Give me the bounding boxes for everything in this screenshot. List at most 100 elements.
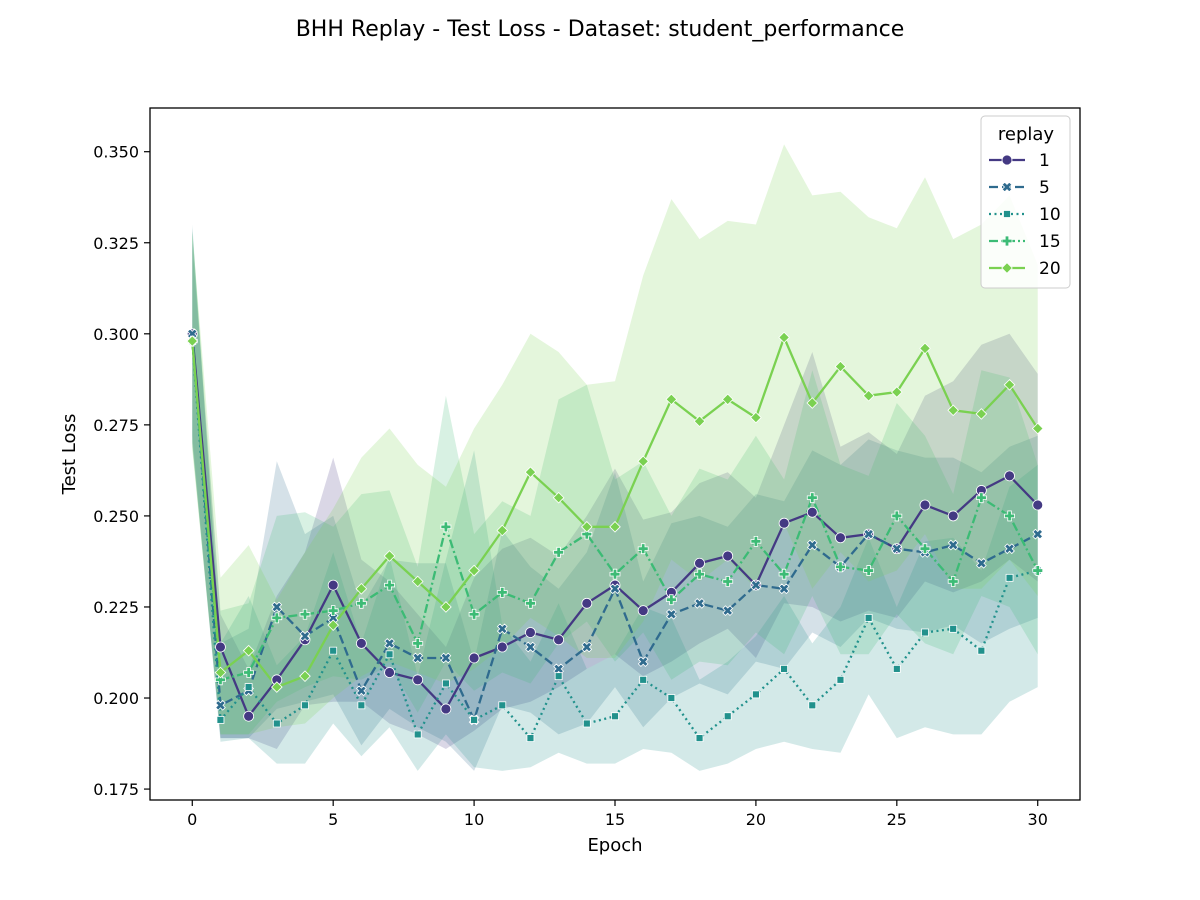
point-series-20: [862, 389, 875, 402]
point-series-15: [806, 492, 818, 504]
point-series-20: [271, 681, 283, 693]
point-series-20: [581, 521, 593, 533]
point-series-1: [835, 532, 846, 544]
point-series-5: [271, 601, 283, 613]
point-series-5: [665, 608, 677, 620]
point-series-15: [553, 546, 565, 558]
point-series-10: [554, 672, 563, 681]
point-series-10: [413, 730, 422, 739]
point-series-15: [919, 543, 931, 555]
point-series-20: [327, 619, 339, 631]
point-series-5: [891, 543, 903, 555]
point-series-10: [949, 624, 958, 633]
x-tick-label: 25: [887, 810, 907, 829]
point-series-15: [891, 510, 903, 522]
legend-marker: [1001, 262, 1013, 274]
point-series-5: [1032, 528, 1044, 540]
legend-item-20: 20: [989, 259, 1061, 279]
y-tick-label: 0.325: [93, 234, 139, 253]
point-series-15: [384, 579, 395, 591]
point-series-20: [383, 550, 396, 562]
legend-item-5: 5: [989, 178, 1050, 198]
point-series-1: [327, 579, 339, 591]
point-series-5: [863, 528, 875, 540]
point-series-1: [1032, 499, 1044, 511]
point-series-1: [355, 637, 367, 649]
x-tick-label: 15: [605, 810, 625, 829]
band-series-15: [192, 231, 1038, 735]
point-series-10: [385, 650, 394, 659]
point-series-5: [609, 583, 621, 595]
markers-series-20: [186, 331, 1044, 693]
point-series-15: [468, 608, 480, 620]
point-series-5: [806, 539, 818, 551]
point-series-5: [778, 583, 790, 595]
band-series-1: [192, 242, 1038, 750]
legend-label: 1: [1039, 151, 1050, 171]
point-series-15: [637, 543, 649, 555]
legend-label: 10: [1039, 205, 1061, 225]
point-series-15: [1032, 565, 1044, 576]
legend-marker: [1001, 235, 1013, 247]
point-series-15: [355, 597, 367, 609]
point-series-1: [778, 517, 790, 529]
y-tick-label: 0.300: [93, 325, 139, 344]
point-series-20: [214, 666, 227, 679]
point-series-1: [947, 510, 959, 522]
point-series-1: [412, 674, 424, 686]
legend-marker: [1001, 154, 1013, 166]
point-series-20: [665, 393, 678, 406]
point-series-15: [1004, 510, 1015, 522]
point-series-5: [722, 605, 734, 616]
point-series-10: [244, 683, 253, 691]
point-series-20: [947, 404, 959, 417]
point-series-15: [440, 521, 452, 533]
point-series-5: [215, 699, 226, 711]
point-series-15: [947, 576, 959, 587]
point-series-20: [524, 466, 537, 479]
point-series-15: [243, 667, 255, 678]
point-series-20: [1031, 422, 1044, 435]
point-series-20: [186, 335, 199, 347]
point-series-20: [891, 386, 903, 398]
point-series-10: [526, 734, 535, 742]
point-series-15: [496, 587, 508, 598]
point-series-5: [1004, 543, 1015, 555]
point-series-20: [637, 455, 649, 468]
point-series-1: [581, 597, 593, 609]
band-series-10: [192, 224, 1038, 771]
point-series-5: [947, 539, 959, 551]
band-series-20: [192, 144, 1038, 735]
point-series-10: [836, 675, 845, 684]
y-axis-label: Test Loss: [59, 414, 80, 496]
band-series-5: [192, 228, 1038, 771]
point-series-10: [892, 664, 901, 673]
y-tick-label: 0.225: [93, 598, 139, 617]
point-series-20: [440, 601, 452, 613]
point-series-5: [440, 652, 452, 664]
point-series-5: [637, 656, 649, 667]
point-series-15: [750, 536, 762, 547]
point-series-10: [667, 694, 676, 702]
point-series-5: [975, 557, 987, 569]
point-series-1: [215, 641, 226, 653]
y-axis: 0.175 0.200 0.225 0.250 0.275 0.300 0.325 0.350: [93, 143, 150, 799]
point-series-20: [750, 411, 762, 424]
point-series-20: [299, 670, 311, 682]
x-tick-label: 30: [1028, 810, 1048, 829]
x-tick-label: 5: [328, 810, 338, 829]
point-series-10: [582, 719, 591, 728]
chart-title: BHH Replay - Test Loss - Dataset: studen…: [296, 17, 905, 42]
point-series-15: [722, 576, 734, 587]
point-series-20: [609, 521, 621, 533]
series-markers: [186, 328, 1044, 742]
point-series-1: [468, 652, 480, 664]
point-series-20: [806, 397, 819, 409]
point-series-1: [384, 667, 395, 678]
point-series-10: [1005, 573, 1014, 582]
point-series-1: [806, 506, 818, 518]
point-series-5: [750, 579, 762, 591]
point-series-15: [863, 565, 875, 576]
point-series-15: [215, 674, 226, 686]
